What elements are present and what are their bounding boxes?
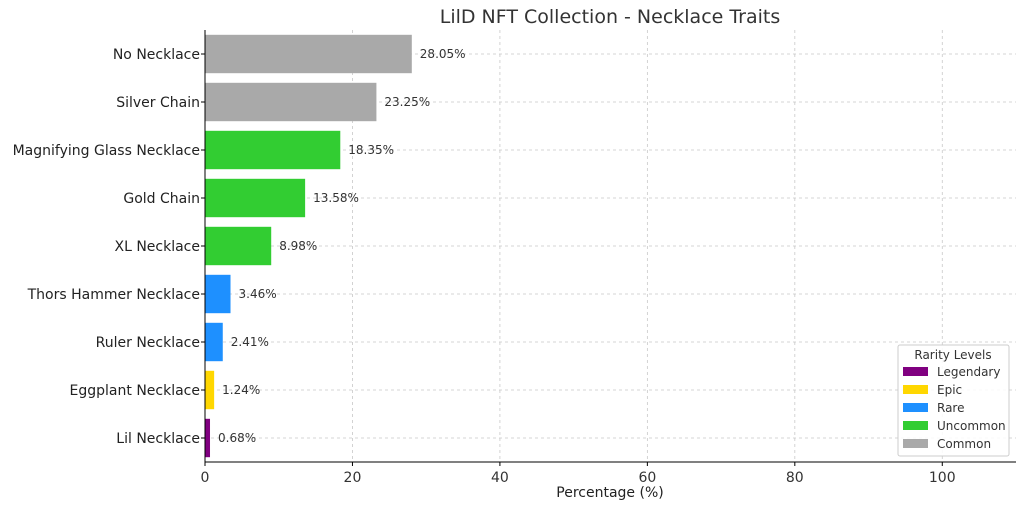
bar (205, 274, 231, 314)
x-tick-label: 40 (491, 470, 509, 486)
bar (205, 82, 377, 122)
legend-entry: Uncommon (937, 419, 1006, 433)
y-tick-label: No Necklace (113, 47, 200, 63)
bar (205, 322, 223, 362)
legend-title: Rarity Levels (914, 348, 991, 362)
legend-swatch (903, 421, 928, 430)
x-tick-label: 80 (786, 470, 804, 486)
legend-swatch (903, 403, 928, 412)
y-tick-label: Silver Chain (116, 95, 200, 111)
legend-entry: Rare (937, 401, 964, 415)
data-label: 2.41% (231, 335, 269, 349)
y-tick-label: Ruler Necklace (96, 335, 200, 351)
bar (205, 178, 306, 218)
y-tick-label: Thors Hammer Necklace (27, 287, 200, 303)
x-tick-label: 60 (638, 470, 656, 486)
chart-title: LilD NFT Collection - Necklace Traits (440, 6, 781, 28)
data-label: 1.24% (222, 383, 260, 397)
data-label: 3.46% (239, 287, 277, 301)
legend-entry: Legendary (937, 365, 1000, 379)
data-label: 8.98% (279, 239, 317, 253)
y-tick-label: Gold Chain (123, 191, 200, 207)
data-label: 13.58% (313, 191, 359, 205)
bar (205, 226, 272, 266)
x-tick-label: 0 (201, 470, 210, 486)
y-tick-label: XL Necklace (114, 239, 200, 255)
x-tick-label: 20 (344, 470, 362, 486)
bar (205, 418, 211, 458)
x-axis-label: Percentage (%) (556, 485, 663, 501)
legend-entry: Epic (937, 383, 962, 397)
legend-swatch (903, 385, 928, 394)
legend: Rarity Levels Legendary Epic Rare Uncommon C… (897, 344, 1010, 457)
y-tick-label: Magnifying Glass Necklace (13, 143, 200, 159)
bar (205, 34, 412, 74)
legend-entry: Common (937, 437, 991, 451)
y-tick-label: Lil Necklace (116, 431, 200, 447)
data-label: 23.25% (384, 95, 430, 109)
x-tick-label: 100 (929, 470, 956, 486)
legend-swatch (903, 439, 928, 448)
y-tick-label: Eggplant Necklace (70, 383, 200, 399)
data-label: 0.68% (218, 431, 256, 445)
bar (205, 370, 215, 410)
legend-swatch (903, 367, 928, 376)
data-label: 28.05% (420, 47, 466, 61)
data-label: 18.35% (348, 143, 394, 157)
bar (205, 130, 341, 170)
